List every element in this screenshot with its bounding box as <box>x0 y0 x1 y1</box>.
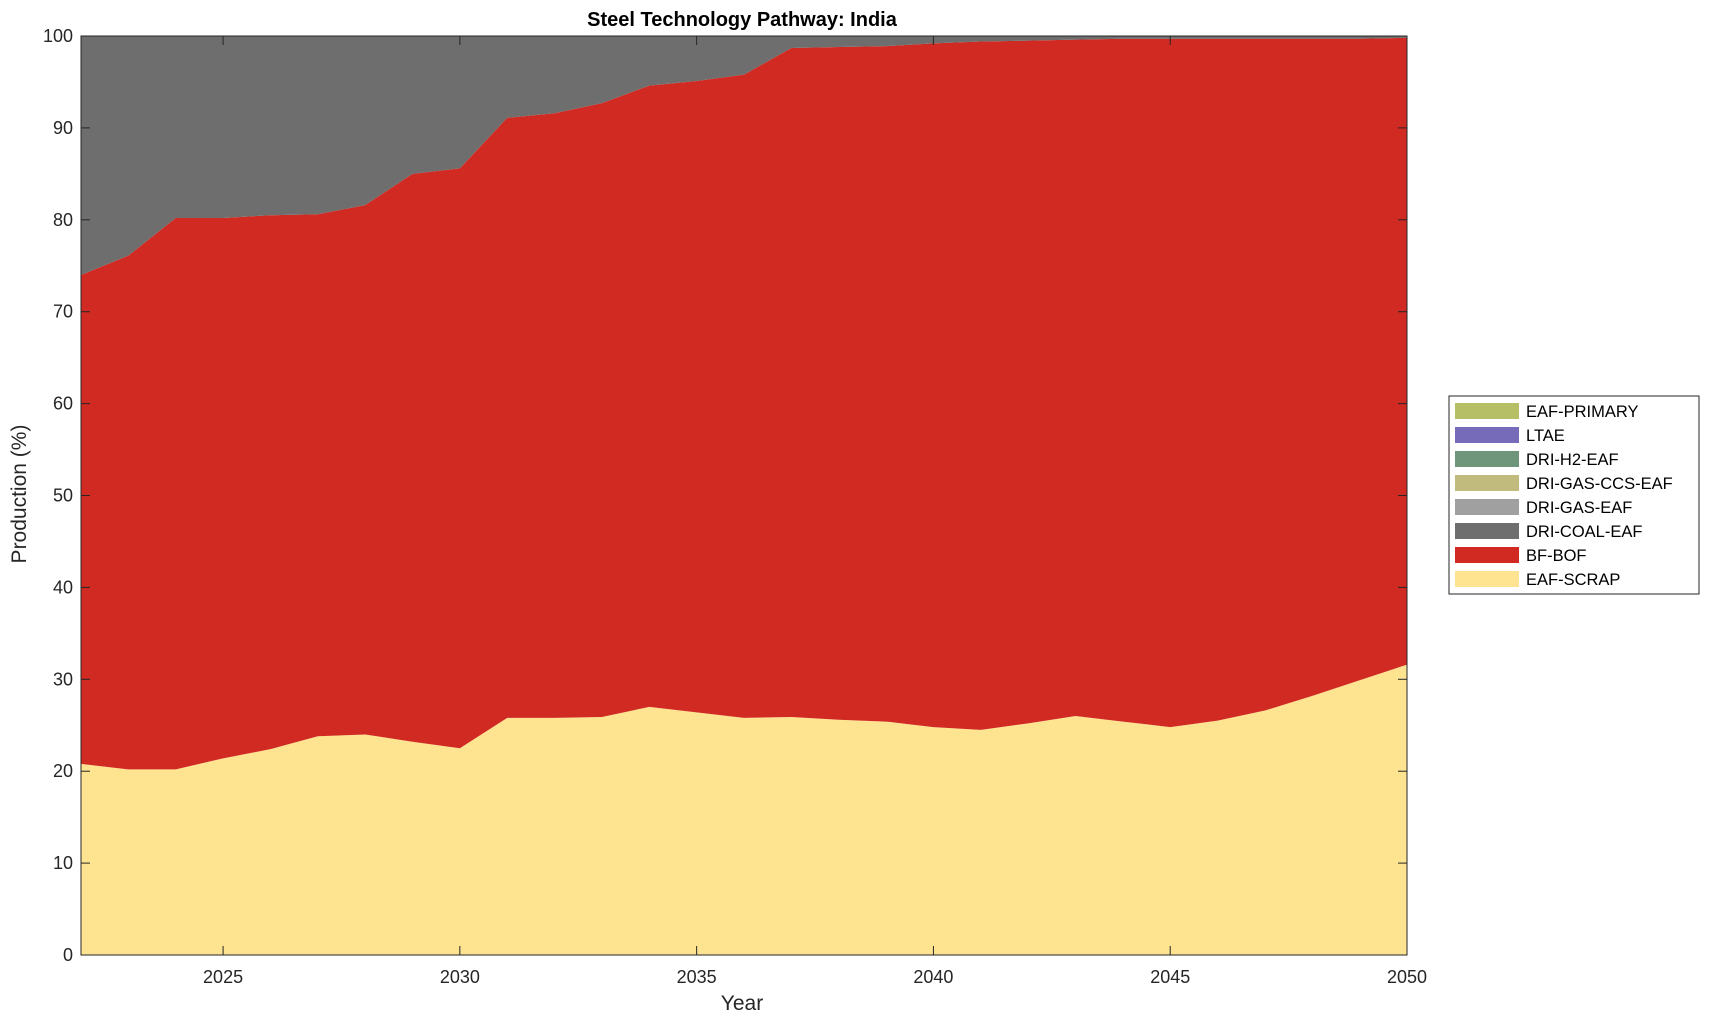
legend-label: BF-BOF <box>1526 547 1587 565</box>
x-tick-label: 2030 <box>440 967 480 987</box>
legend-label: EAF-PRIMARY <box>1526 403 1638 421</box>
legend-swatch <box>1455 499 1519 515</box>
x-tick-label: 2025 <box>203 967 243 987</box>
x-tick-label: 2050 <box>1387 967 1427 987</box>
y-tick-label: 90 <box>53 118 73 138</box>
chart-title: Steel Technology Pathway: India <box>587 9 898 31</box>
y-tick-label: 50 <box>53 486 73 506</box>
y-tick-label: 10 <box>53 853 73 873</box>
legend-label: DRI-GAS-EAF <box>1526 499 1632 517</box>
y-tick-label: 30 <box>53 669 73 689</box>
x-tick-label: 2040 <box>913 967 953 987</box>
y-axis-label: Production (%) <box>8 425 31 564</box>
legend-swatch <box>1455 427 1519 443</box>
y-tick-label: 80 <box>53 210 73 230</box>
legend-label: DRI-COAL-EAF <box>1526 523 1642 541</box>
legend-label: EAF-SCRAP <box>1526 571 1620 589</box>
legend-label: DRI-GAS-CCS-EAF <box>1526 475 1673 493</box>
x-tick-label: 2035 <box>677 967 717 987</box>
legend-label: LTAE <box>1526 427 1565 445</box>
y-tick-label: 100 <box>43 26 73 46</box>
area-eaf-scrap <box>81 664 1407 955</box>
legend-swatch <box>1455 475 1519 491</box>
area-dri-coal-eaf <box>81 36 1407 275</box>
y-tick-label: 40 <box>53 577 73 597</box>
y-tick-label: 0 <box>63 945 73 965</box>
area-bf-bof <box>81 37 1407 770</box>
legend-swatch <box>1455 523 1519 539</box>
y-tick-label: 70 <box>53 302 73 322</box>
x-tick-label: 2045 <box>1150 967 1190 987</box>
area-series-group <box>81 36 1407 955</box>
y-tick-label: 20 <box>53 761 73 781</box>
plot-frame <box>80 35 1408 956</box>
x-axis-label: Year <box>721 992 763 1015</box>
y-tick-label: 60 <box>53 394 73 414</box>
legend-swatch <box>1455 451 1519 467</box>
legend-label: DRI-H2-EAF <box>1526 451 1619 469</box>
legend-swatch <box>1455 547 1519 563</box>
legend-swatch <box>1455 571 1519 587</box>
legend-swatch <box>1455 403 1519 419</box>
legend: EAF-PRIMARY LTAE DRI-H2-EAF DRI-GAS-CCS-EAF… <box>1448 395 1700 595</box>
